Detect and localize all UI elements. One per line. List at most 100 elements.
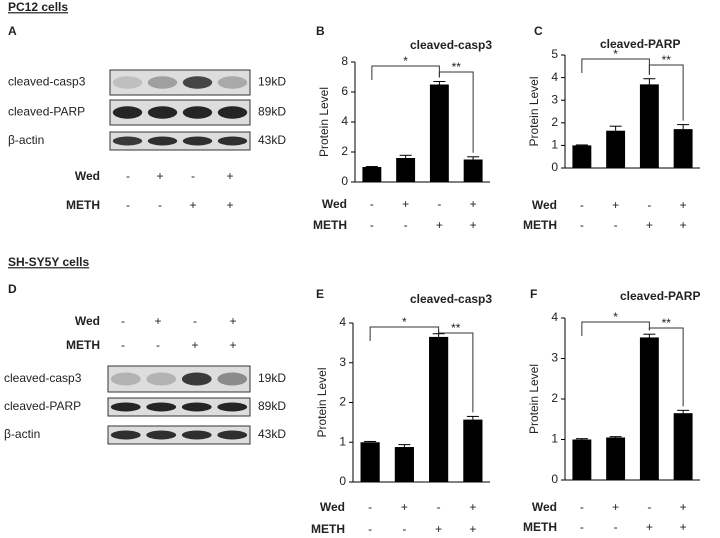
condition-sign: - [126,169,130,183]
band-size: 89kD [258,399,286,413]
y-tick-label: 2 [551,391,558,405]
blot-band [217,76,248,89]
y-axis-label: Protein Level [527,364,541,434]
condition-sign: - [121,314,125,328]
band-label: cleaved-casp3 [8,75,86,89]
blot-strip [109,131,251,151]
y-tick-label: 1 [339,434,346,448]
condition-sign: - [368,500,372,514]
condition-sign: - [580,500,584,514]
condition-sign: + [156,169,163,183]
chart-title: cleaved-PARP [600,37,680,51]
condition-sign: - [647,198,651,212]
condition-label: Wed [75,314,100,328]
condition-sign: + [229,314,236,328]
condition-sign: + [229,338,236,352]
band-size: 19kD [258,75,286,89]
blot-band [181,372,212,386]
panel-letter: E [316,287,324,301]
y-tick-label: 3 [551,351,558,365]
condition-sign: - [647,500,651,514]
y-tick-label: 1 [551,138,558,152]
bar [606,437,626,480]
blot-band [217,402,248,412]
blot-band [146,372,177,386]
condition-sign: + [435,522,442,536]
bar [673,413,693,480]
condition-sign: - [193,314,197,328]
blot-band [147,76,178,89]
y-axis-label: Protein Level [317,87,331,157]
bar [572,439,592,480]
y-tick-label: 4 [341,114,348,128]
bar [463,159,483,182]
bar [360,442,380,482]
blot-strip [109,69,251,96]
blot-band [181,402,212,412]
condition-sign: + [680,198,687,212]
y-tick-label: 3 [551,92,558,106]
blot-band [112,106,143,119]
y-tick-label: 4 [551,70,558,84]
significance-bracket [648,64,684,121]
condition-label: Wed [532,500,557,514]
y-tick-label: 2 [339,395,346,409]
band-label: β-actin [8,133,44,147]
bar [362,167,382,182]
significance-label: * [402,315,407,329]
significance-label: ** [451,321,461,335]
band-label: cleaved-PARP [4,399,81,413]
condition-sign: - [370,218,374,232]
chart-title: cleaved-casp3 [410,292,492,306]
condition-sign: + [646,520,653,534]
bar [396,158,416,182]
condition-sign: - [437,197,441,211]
condition-sign: + [189,198,196,212]
panel-letter: A [8,24,17,38]
condition-sign: - [191,169,195,183]
blot-strip [107,425,251,445]
panel-letter: B [316,24,325,38]
bar [429,336,449,482]
band-label: cleaved-casp3 [4,371,82,385]
condition-label: METH [523,218,557,232]
significance-bracket [438,71,474,153]
blot-strip [107,365,251,393]
condition-sign: - [580,520,584,534]
significance-bracket [438,329,474,413]
condition-sign: - [158,198,162,212]
y-tick-label: 8 [341,54,348,68]
blot-band [112,136,143,146]
blot-band [146,402,177,412]
condition-label: METH [523,520,557,534]
blot-band [217,106,248,119]
y-tick-label: 0 [339,474,346,488]
condition-sign: + [191,338,198,352]
bar [463,419,483,482]
section-label: SH-SY5Y cells [8,255,89,269]
blot-band [217,430,248,440]
condition-label: Wed [322,197,347,211]
condition-sign: - [370,197,374,211]
condition-sign: + [469,522,476,536]
condition-label: METH [313,218,347,232]
blot-band [182,76,213,89]
panel-letter: C [534,24,543,38]
condition-sign: - [404,218,408,232]
condition-sign: + [680,520,687,534]
blot-band [146,430,177,440]
condition-label: Wed [532,198,557,212]
condition-sign: + [469,500,476,514]
significance-bracket [581,58,650,75]
chart-title: cleaved-PARP [620,289,700,303]
significance-bracket [648,327,684,407]
condition-sign: + [680,218,687,232]
condition-sign: + [646,218,653,232]
blot-band [182,106,213,119]
bar [639,337,659,480]
condition-label: Wed [320,500,345,514]
condition-label: METH [66,338,100,352]
condition-sign: - [121,338,125,352]
condition-sign: + [612,500,619,514]
